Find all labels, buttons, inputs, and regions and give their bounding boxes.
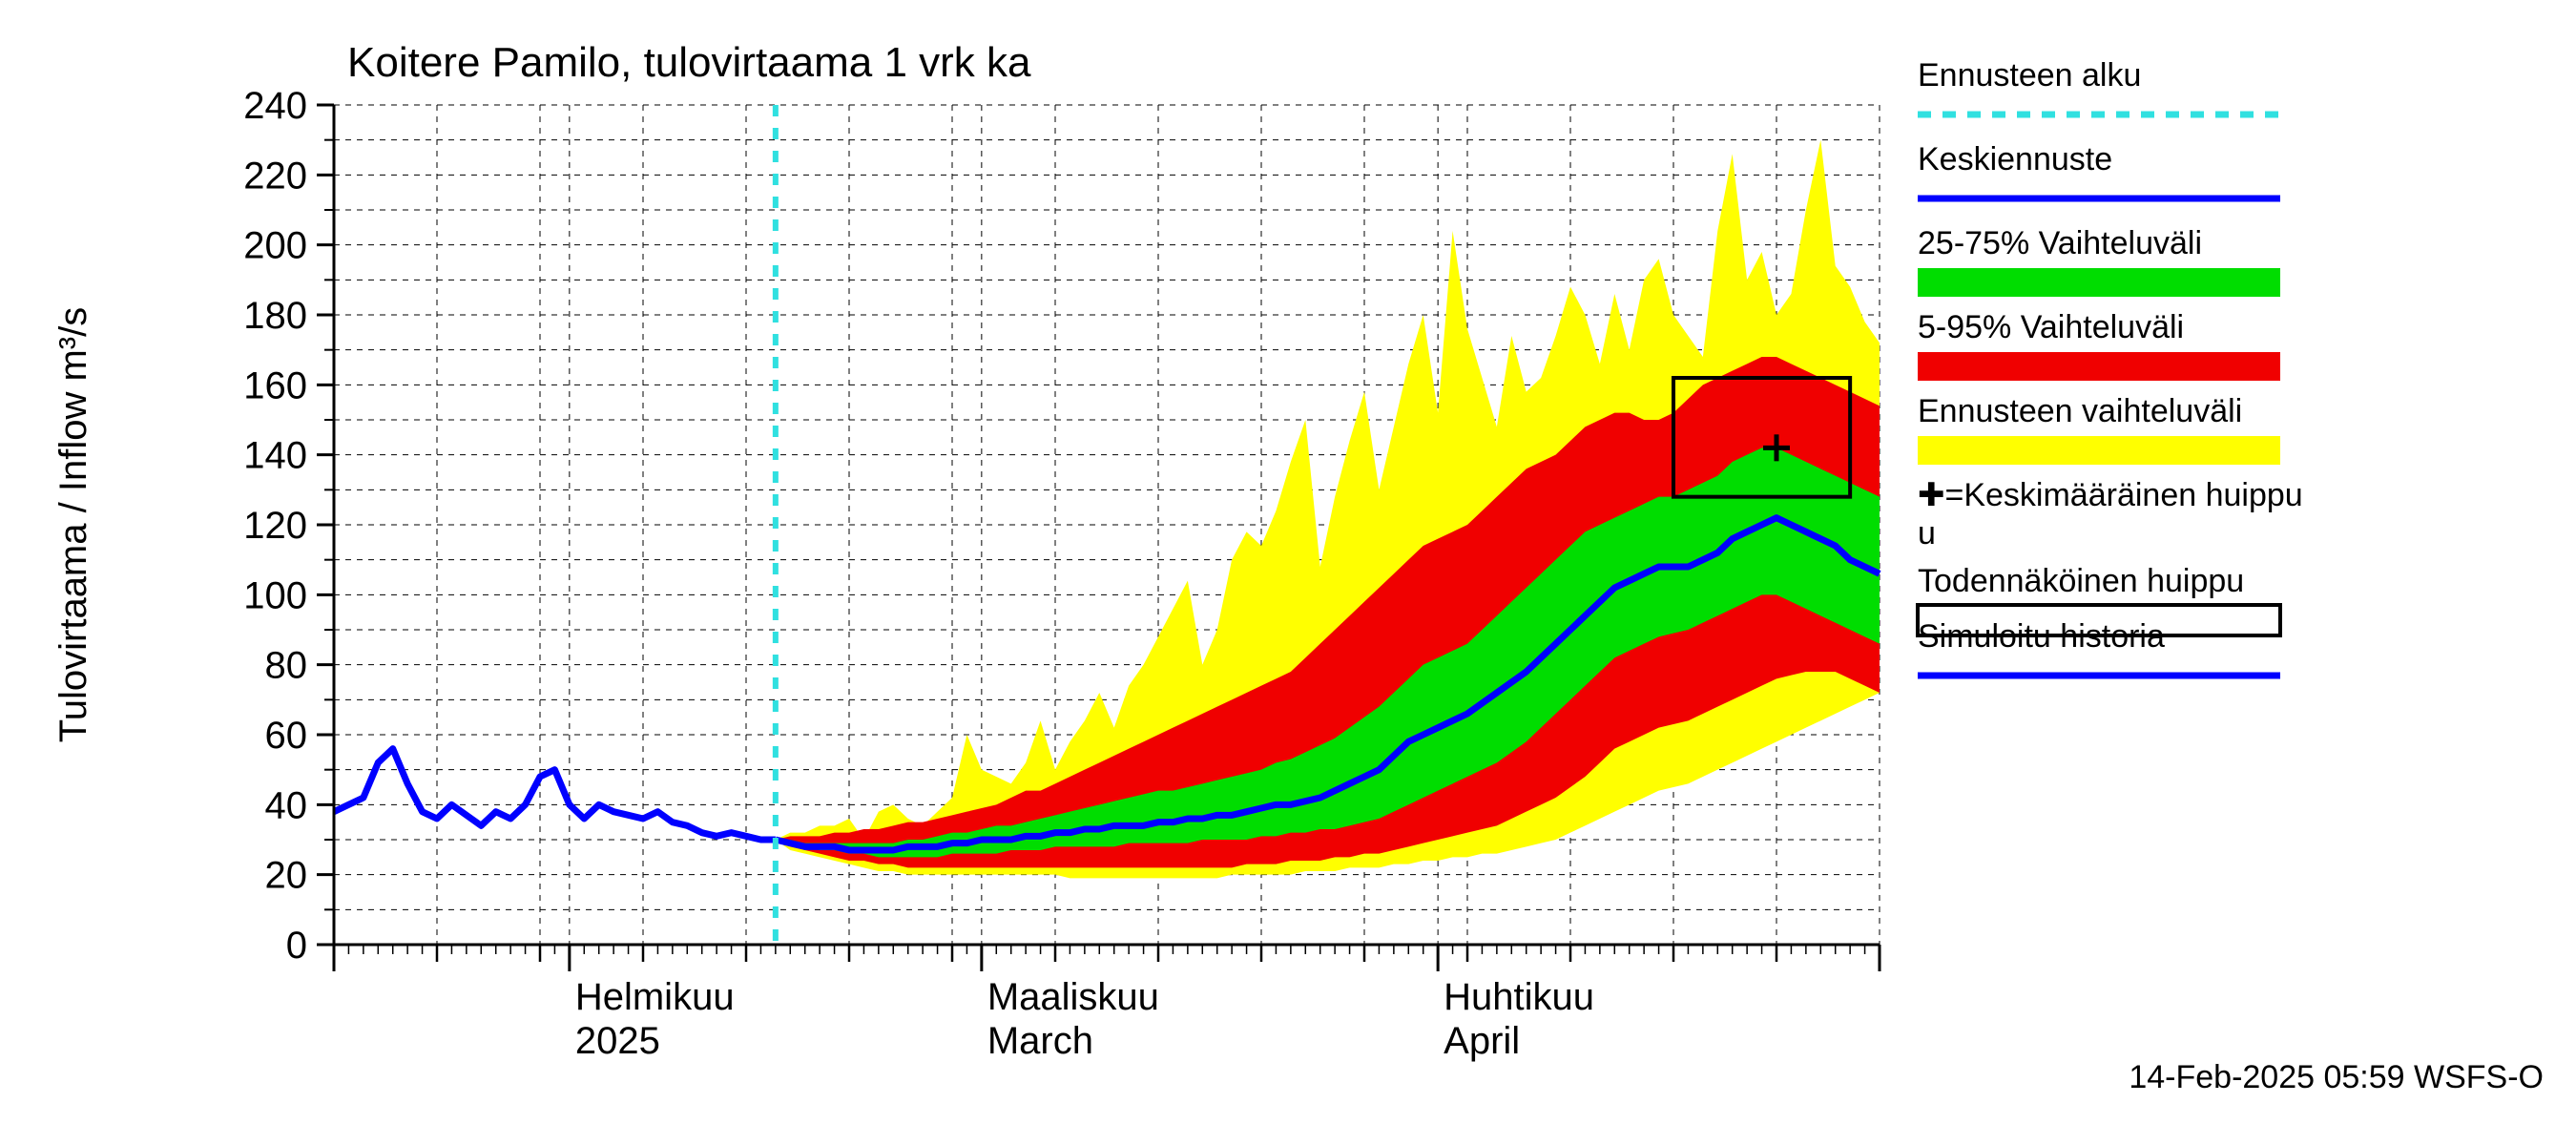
x-month-label2: March <box>987 1020 1093 1062</box>
y-tick-label: 140 <box>243 435 307 477</box>
y-tick-label: 100 <box>243 574 307 616</box>
y-tick-label: 200 <box>243 225 307 267</box>
chart-title: Koitere Pamilo, tulovirtaama 1 vrk ka <box>347 39 1031 86</box>
y-tick-label: 0 <box>286 925 307 967</box>
y-tick-label: 120 <box>243 505 307 547</box>
y-tick-label: 80 <box>265 645 308 687</box>
legend-label: Simuloitu historia <box>1918 618 2165 655</box>
legend-label: Keskiennuste <box>1918 141 2112 177</box>
legend-label: Todennäköinen huippu <box>1918 563 2244 599</box>
legend-label: Ennusteen vaihteluväli <box>1918 393 2242 429</box>
y-tick-label: 240 <box>243 85 307 127</box>
x-month-label: Helmikuu <box>575 976 735 1018</box>
legend-label: 5-95% Vaihteluväli <box>1918 309 2184 345</box>
x-month-label2: April <box>1444 1020 1520 1062</box>
y-tick-label: 220 <box>243 155 307 197</box>
x-month-label2: 2025 <box>575 1020 660 1062</box>
x-month-label: Huhtikuu <box>1444 976 1594 1018</box>
y-axis-label: Tulovirtaama / Inflow m³/s <box>52 307 94 742</box>
y-tick-label: 180 <box>243 295 307 337</box>
y-tick-label: 40 <box>265 784 308 826</box>
legend-label: ✚=Keskimääräinen huippu <box>1918 477 2303 513</box>
legend-label: 25-75% Vaihteluväli <box>1918 225 2202 261</box>
legend-label: Ennusteen alku <box>1918 57 2141 94</box>
y-tick-label: 160 <box>243 364 307 406</box>
y-tick-label: 60 <box>265 715 308 757</box>
y-tick-label: 20 <box>265 855 308 897</box>
legend-label: u <box>1918 515 1936 552</box>
x-month-label: Maaliskuu <box>987 976 1159 1018</box>
inflow-forecast-chart: 0 20 40 60 80 100 120 140 160 180 200 220 240 Helmiku… <box>0 0 2576 1145</box>
chart-footer: 14-Feb-2025 05:59 WSFS-O <box>2129 1059 2544 1095</box>
